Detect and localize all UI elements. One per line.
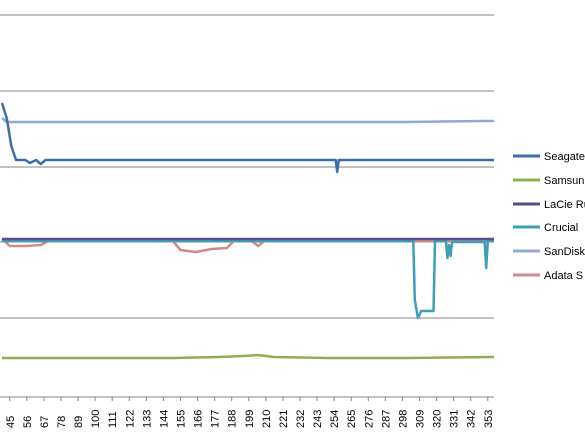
x-tick-label: 243 — [312, 410, 324, 428]
x-tick-label: 287 — [380, 410, 392, 428]
plot-series — [0, 102, 495, 360]
x-tick-label: 210 — [261, 410, 273, 428]
x-tick-label: 320 — [432, 410, 444, 428]
x-tick-label: 276 — [363, 410, 375, 428]
legend-label-samsun: Samsun — [544, 175, 584, 187]
legend-label-crucial: Crucial — [544, 222, 578, 234]
legend: Seagate Samsun LaCie Ru Crucial SanDisk Adata… — [513, 151, 585, 282]
series-line-samsun — [2, 353, 495, 360]
legend-label-seagate: Seagate — [544, 151, 585, 163]
x-axis-ticks: 45 56 67 78 89 100 111 122 133 144 155 166 177 188 199… — [5, 397, 495, 428]
x-tick-label: 309 — [415, 410, 427, 428]
x-tick-label: 342 — [466, 410, 478, 428]
x-tick-label: 199 — [244, 410, 256, 428]
x-tick-label: 133 — [141, 410, 153, 428]
legend-label-sandisk: SanDisk — [544, 246, 585, 258]
x-tick-label: 353 — [483, 410, 495, 428]
x-tick-label: 232 — [295, 410, 307, 428]
series-line-seagate — [0, 102, 494, 174]
x-tick-label: 298 — [397, 410, 409, 428]
x-tick-label: 254 — [329, 410, 341, 428]
x-tick-label: 45 — [5, 416, 17, 428]
legend-label-adata-s: Adata S — [544, 270, 583, 282]
x-tick-label: 67 — [39, 416, 51, 428]
x-tick-label: 166 — [193, 410, 205, 428]
x-tick-label: 188 — [227, 410, 239, 428]
x-tick-label: 100 — [90, 410, 102, 428]
x-tick-label: 56 — [22, 416, 34, 428]
legend-label-lacie-ru: LaCie Ru — [544, 199, 585, 211]
x-tick-label: 331 — [449, 410, 461, 428]
x-tick-label: 111 — [107, 411, 119, 428]
x-tick-label: 221 — [278, 410, 290, 428]
x-tick-label: 177 — [210, 410, 222, 428]
gridlines — [0, 14, 494, 319]
x-tick-label: 78 — [56, 416, 68, 428]
x-tick-label: 89 — [73, 416, 85, 428]
series-line-sandisk — [1, 117, 494, 124]
x-tick-label: 122 — [124, 410, 136, 428]
x-tick-label: 265 — [346, 410, 358, 428]
series-line-crucial — [2, 239, 494, 320]
x-tick-label: 155 — [175, 410, 187, 428]
x-tick-label: 144 — [158, 410, 170, 428]
